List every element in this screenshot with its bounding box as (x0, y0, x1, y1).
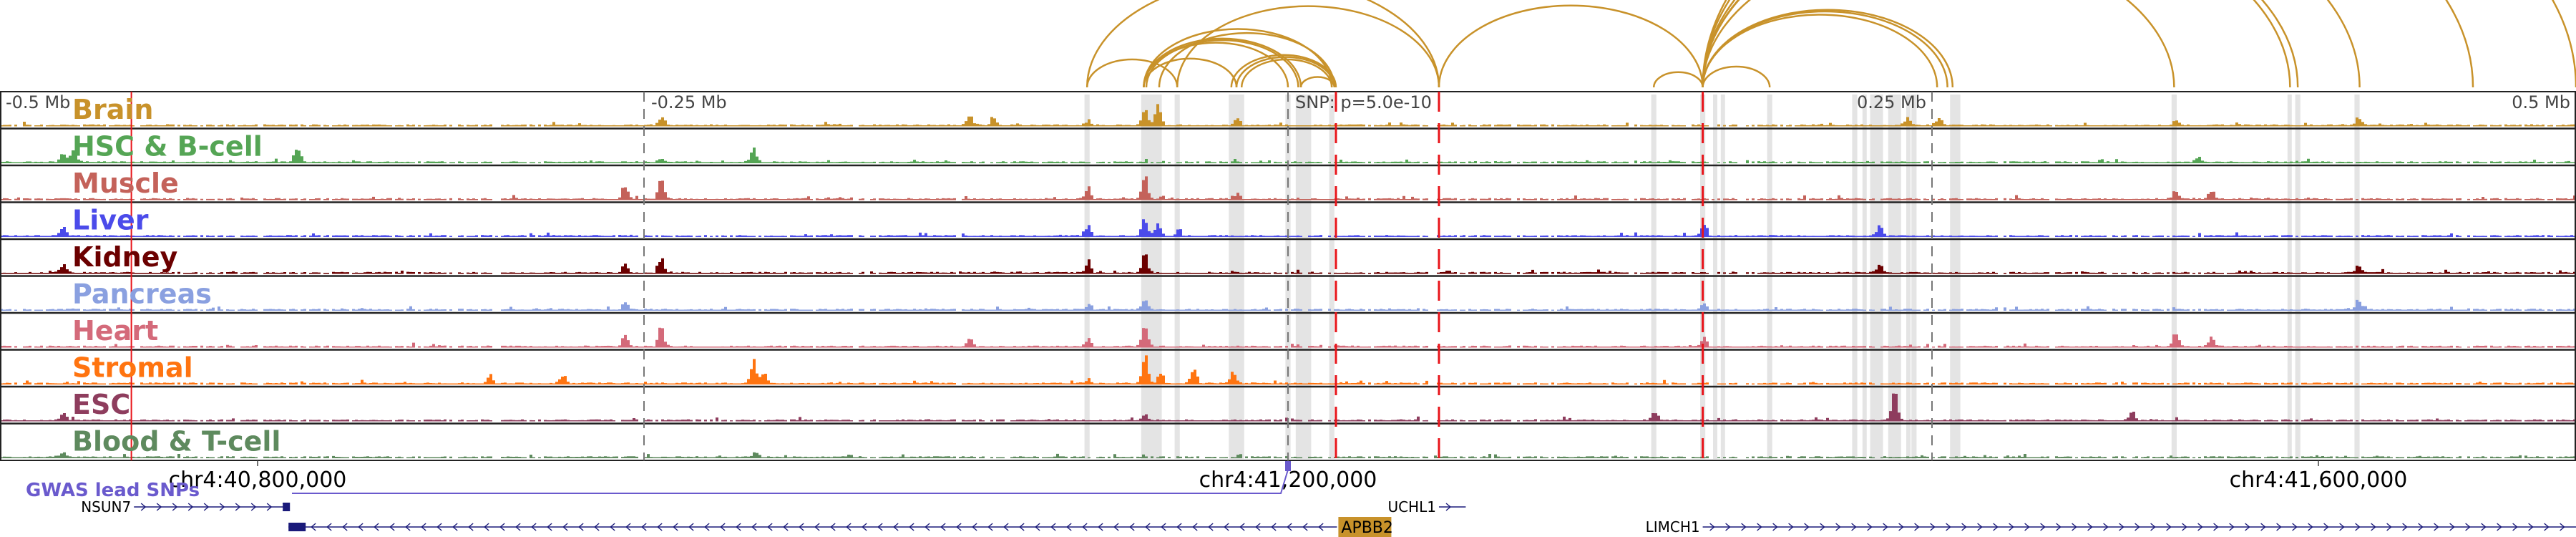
gwas-track-label: GWAS lead SNPs (26, 480, 200, 501)
interaction-arc (1652, 71, 1704, 88)
exon-block (288, 523, 306, 531)
gene-label: NSUN7 (81, 498, 131, 516)
strand-arrows (1709, 523, 2565, 531)
track-label: Brain (72, 94, 153, 125)
scale-tick-label: 0.25 Mb (1857, 92, 1926, 112)
track-label: HSC & B-cell (72, 131, 263, 163)
gene-highlight-box (1338, 517, 1392, 537)
interaction-arc (1240, 58, 1333, 88)
track-labels: Brain HSC & B-cell Muscle Liver Kidney Pancre… (72, 94, 280, 458)
interaction-arc (1145, 39, 1299, 88)
gwas-link-line (292, 469, 1289, 494)
signal-track-pancreas (0, 299, 2576, 311)
interaction-arc (1085, 58, 1179, 88)
coordinate-label: chr4:40,800,000 (169, 468, 347, 493)
gene-label: APBB2 (1341, 519, 1393, 537)
track-label: Heart (72, 315, 158, 347)
interaction-arc (1702, 0, 2474, 88)
track-label: Muscle (72, 168, 179, 199)
interaction-arc (1702, 9, 1954, 88)
gwas-track: GWAS lead SNPs (26, 461, 1291, 501)
interaction-arc (1085, 0, 1440, 88)
scale-ticks: -0.5 Mb -0.25 Mb 0.25 Mb 0.5 Mb SNP: p=5.0e-… (6, 92, 2570, 112)
interaction-arc (1702, 10, 1948, 88)
gene-label: UCHL1 (1387, 498, 1436, 516)
signal-track-hsc-b-cell (0, 147, 2576, 163)
track-label: Kidney (72, 241, 177, 273)
scale-tick-label: 0.5 Mb (2512, 92, 2570, 112)
interaction-arc (1702, 14, 1938, 88)
signal-track-heart (0, 327, 2576, 348)
interaction-arc (1158, 32, 1336, 88)
interaction-arc (1299, 76, 1336, 88)
interaction-arc (1143, 28, 1333, 88)
track-label: Blood & T-cell (72, 426, 280, 458)
strand-arrows (140, 503, 288, 511)
strand-arrows (1445, 503, 1452, 511)
track-label: Liver (72, 205, 149, 236)
scale-tick-label: -0.5 Mb (6, 92, 70, 112)
interaction-arc (1702, 0, 2576, 88)
interaction-arc (1176, 5, 1440, 88)
interaction-arc (1143, 37, 1302, 88)
gene-track: NSUN7 APBB2 UCHL1 LIMCH1 (81, 498, 2576, 537)
coordinate-label: chr4:41,600,000 (2230, 468, 2408, 493)
exon-block (283, 503, 291, 511)
track-label: Pancreas (72, 279, 212, 310)
snp-pvalue-label: SNP: p=5.0e-10 (1295, 92, 1432, 112)
interaction-arc (1702, 0, 2175, 88)
interaction-arc (1438, 4, 1704, 88)
interaction-arcs (1085, 0, 2576, 88)
track-label: ESC (72, 389, 130, 420)
marker-lines (130, 92, 1933, 460)
gwas-snp-marker (1285, 461, 1291, 471)
scale-tick-label: -0.25 Mb (651, 92, 727, 112)
interaction-arc (1702, 65, 1771, 88)
track-label: Stromal (72, 352, 193, 384)
interaction-arc (1230, 54, 1337, 88)
gene-label: LIMCH1 (1646, 518, 1700, 536)
